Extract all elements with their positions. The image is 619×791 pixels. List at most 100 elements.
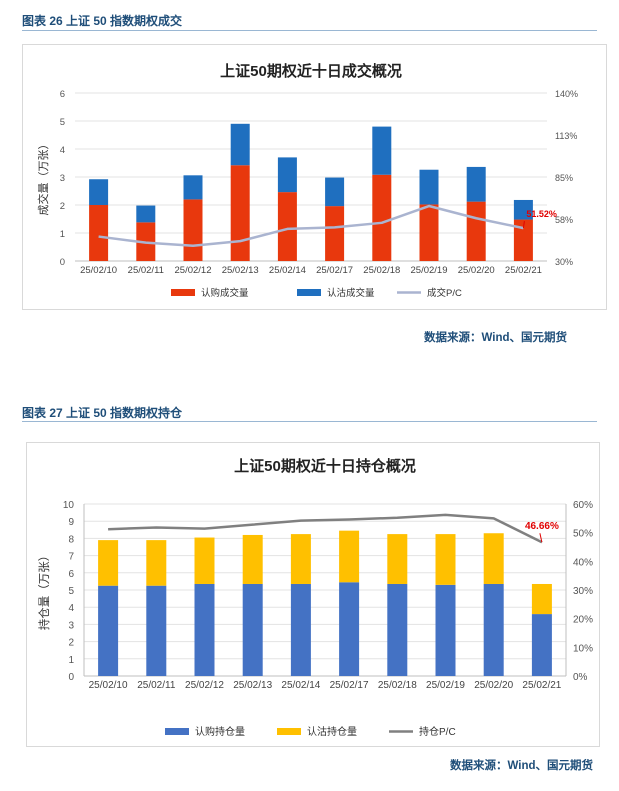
y-tick-label: 0 <box>68 672 74 683</box>
y2-tick-label: 10% <box>573 643 593 654</box>
y2-tick-label: 113% <box>555 131 577 141</box>
bar-put <box>325 177 345 207</box>
legend-label: 认沽持仓量 <box>307 725 357 738</box>
y2-tick-label: 60% <box>573 500 593 511</box>
bar-call <box>290 583 311 676</box>
chart1-frame: 上证50期权近十日成交概况 0 1 2 3 4 5 6 30% 58% 85% 113% 140% 成交量… <box>22 44 607 310</box>
x-tick-label: 25/02/14 <box>269 265 306 276</box>
x-tick-label: 25/02/12 <box>185 680 224 691</box>
y2-tick-label: 20% <box>573 615 593 626</box>
y2-tick-label: 140% <box>555 89 578 99</box>
x-tick-label: 25/02/10 <box>80 265 117 276</box>
bar-call <box>194 583 215 676</box>
legend-swatch-put <box>277 728 301 735</box>
y2-tick-label: 0% <box>573 672 588 683</box>
bar-put <box>339 530 360 583</box>
figure2-caption: 图表 27 上证 50 指数期权持仓 <box>22 406 183 420</box>
figure2-caption-rule <box>22 421 597 422</box>
bar-call <box>277 192 297 261</box>
y2-tick-label: 50% <box>573 529 593 540</box>
bar-put <box>466 166 486 202</box>
annotation-leader <box>522 221 525 229</box>
bar-call <box>242 583 263 676</box>
x-tick-label: 25/02/19 <box>426 680 465 691</box>
x-tick-label: 25/02/20 <box>474 680 513 691</box>
chart2-frame: 上证50期权近十日持仓概况 0 1 2 3 4 5 6 7 8 9 10 0% 10% 20% 30% 40% 5… <box>26 442 600 747</box>
y-tick-label: 4 <box>68 603 74 614</box>
y-tick-label: 1 <box>60 229 65 240</box>
legend-label: 认购成交量 <box>201 287 249 299</box>
y-tick-label: 2 <box>68 638 74 649</box>
y-tick-label: 5 <box>68 586 74 597</box>
figure1-caption-rule <box>22 30 597 31</box>
legend-label: 认沽成交量 <box>327 287 375 299</box>
bar-call <box>339 582 360 676</box>
chart2-open-interest-overview: 上证50期权近十日持仓概况 0 1 2 3 4 5 6 7 8 9 10 0% 10% 20% 30% 40% 5… <box>37 457 593 738</box>
x-tick-label: 25/02/21 <box>522 680 561 691</box>
figure1-caption: 图表 26 上证 50 指数期权成交 <box>22 14 183 28</box>
figure2-source: 数据来源：Wind、国元期货 <box>450 760 593 772</box>
bar-call <box>435 584 456 676</box>
legend-swatch-call <box>165 728 189 735</box>
bar-put <box>531 583 552 615</box>
bar-put <box>242 534 263 584</box>
pc-ratio-line <box>98 204 524 247</box>
x-tick-label: 25/02/19 <box>411 265 448 276</box>
y-tick-label: 3 <box>60 173 65 184</box>
x-tick-label: 25/02/17 <box>316 265 353 276</box>
y2-tick-label: 85% <box>555 173 573 183</box>
x-tick-label: 25/02/14 <box>281 680 320 691</box>
chart1-volume-overview: 上证50期权近十日成交概况 0 1 2 3 4 5 6 30% 58% 85% 113% 140% 成交量… <box>36 62 578 299</box>
bar-put <box>513 199 533 220</box>
y-tick-label: 7 <box>68 552 74 563</box>
bar-call <box>531 614 552 676</box>
bar-put <box>483 533 504 584</box>
legend-swatch-call <box>171 289 195 296</box>
y-tick-label: 1 <box>68 655 74 666</box>
legend-label: 成交P/C <box>427 287 462 299</box>
legend-label: 持仓P/C <box>419 725 456 738</box>
bar-put <box>194 537 215 584</box>
pc-ratio-annotation: 46.66% <box>525 521 559 532</box>
bar-call <box>183 199 203 261</box>
x-tick-label: 25/02/17 <box>330 680 369 691</box>
bar-call <box>466 201 486 261</box>
x-tick-label: 25/02/10 <box>89 680 128 691</box>
bar-put <box>98 540 119 586</box>
x-tick-label: 25/02/21 <box>505 265 542 276</box>
y-tick-label: 8 <box>68 534 74 545</box>
y-axis-title: 成交量（万张） <box>36 139 50 216</box>
y-tick-label: 10 <box>63 500 75 511</box>
bar-call <box>230 165 250 261</box>
bar-call <box>372 174 392 261</box>
pc-ratio-annotation: 51.52% <box>526 209 557 219</box>
y2-tick-label: 30% <box>573 586 593 597</box>
bar-put <box>387 534 408 584</box>
chart-title: 上证50期权近十日持仓概况 <box>234 457 416 475</box>
bar-put <box>435 534 456 585</box>
y-tick-label: 3 <box>68 620 74 631</box>
bar-put <box>230 123 250 166</box>
legend-swatch-put <box>297 289 321 296</box>
y2-tick-label: 40% <box>573 557 593 568</box>
y-tick-label: 6 <box>60 89 65 100</box>
x-tick-label: 25/02/18 <box>378 680 417 691</box>
bar-put <box>183 175 203 200</box>
bar-call <box>387 583 408 676</box>
y-tick-label: 5 <box>60 117 65 128</box>
bar-put <box>372 126 392 175</box>
x-tick-label: 25/02/13 <box>233 680 272 691</box>
bar-call <box>483 583 504 676</box>
bar-put <box>146 540 167 586</box>
y-tick-label: 6 <box>68 569 74 580</box>
bar-put <box>290 534 311 584</box>
y-tick-label: 0 <box>60 257 65 268</box>
x-tick-label: 25/02/13 <box>222 265 259 276</box>
bar-call <box>513 219 533 261</box>
y2-tick-label: 30% <box>555 257 573 267</box>
x-tick-label: 25/02/20 <box>458 265 495 276</box>
bar-call <box>419 204 439 261</box>
bar-call <box>98 585 119 676</box>
bar-put <box>89 179 109 205</box>
y-tick-label: 4 <box>60 145 65 156</box>
